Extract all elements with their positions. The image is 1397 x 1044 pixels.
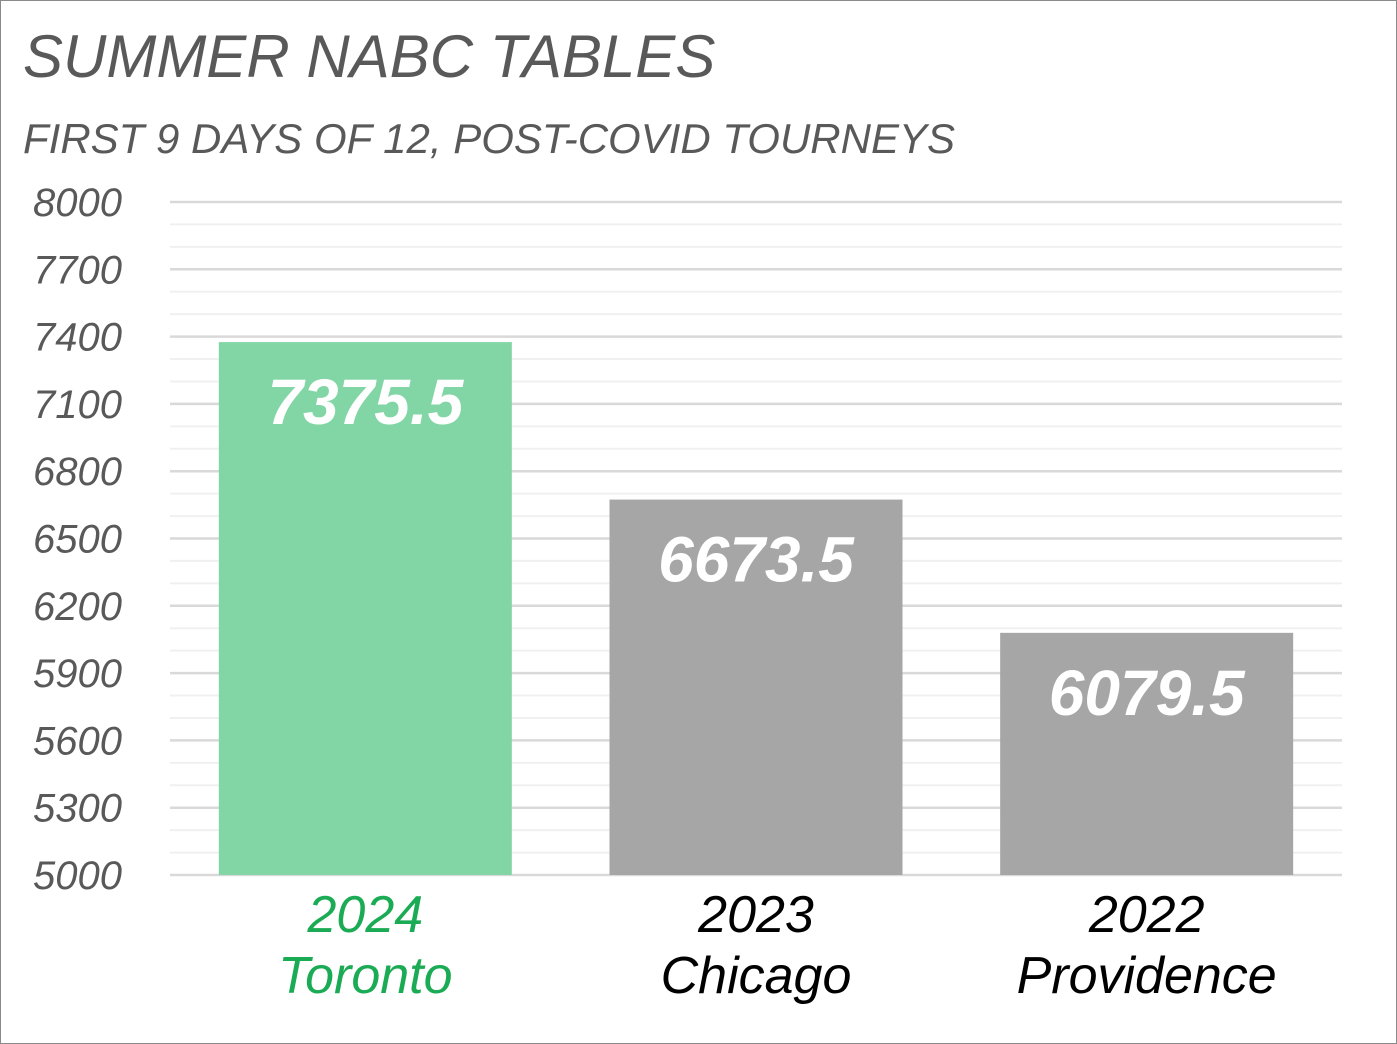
x-category-label: 2023 — [697, 886, 814, 944]
data-label: 7375.5 — [267, 366, 464, 438]
y-tick-label: 7100 — [33, 383, 122, 427]
chart-subtitle: FIRST 9 DAYS OF 12, POST-COVID TOURNEYS — [23, 115, 955, 162]
data-label: 6673.5 — [658, 524, 855, 596]
y-axis-tick-labels: 5000 5300 5600 5900 6200 6500 6800 7100 7400 7700… — [33, 181, 122, 898]
chart-title: SUMMER NABC TABLES — [23, 23, 716, 90]
y-tick-label: 6800 — [33, 450, 122, 494]
bars — [218, 342, 1294, 875]
data-labels: 7375.5 6673.5 6079.5 — [267, 366, 1245, 729]
bar — [218, 342, 512, 875]
bar — [1000, 632, 1294, 875]
y-tick-label: 5900 — [33, 652, 122, 696]
data-label: 6079.5 — [1049, 657, 1246, 729]
y-tick-label: 8000 — [33, 181, 122, 225]
y-tick-label: 7700 — [33, 248, 122, 292]
y-tick-label: 7400 — [33, 316, 122, 360]
x-category-label: Chicago — [661, 947, 852, 1005]
y-tick-label: 5000 — [33, 854, 122, 898]
y-tick-label: 5600 — [33, 719, 122, 763]
y-tick-label: 6200 — [33, 585, 122, 629]
x-category-label: 2024 — [306, 886, 423, 944]
y-tick-label: 5300 — [33, 787, 122, 831]
x-category-label: Providence — [1017, 947, 1277, 1005]
y-tick-label: 6500 — [33, 518, 122, 562]
x-category-label: Toronto — [278, 947, 452, 1005]
x-category-label: 2022 — [1088, 886, 1205, 944]
bar — [609, 499, 903, 875]
